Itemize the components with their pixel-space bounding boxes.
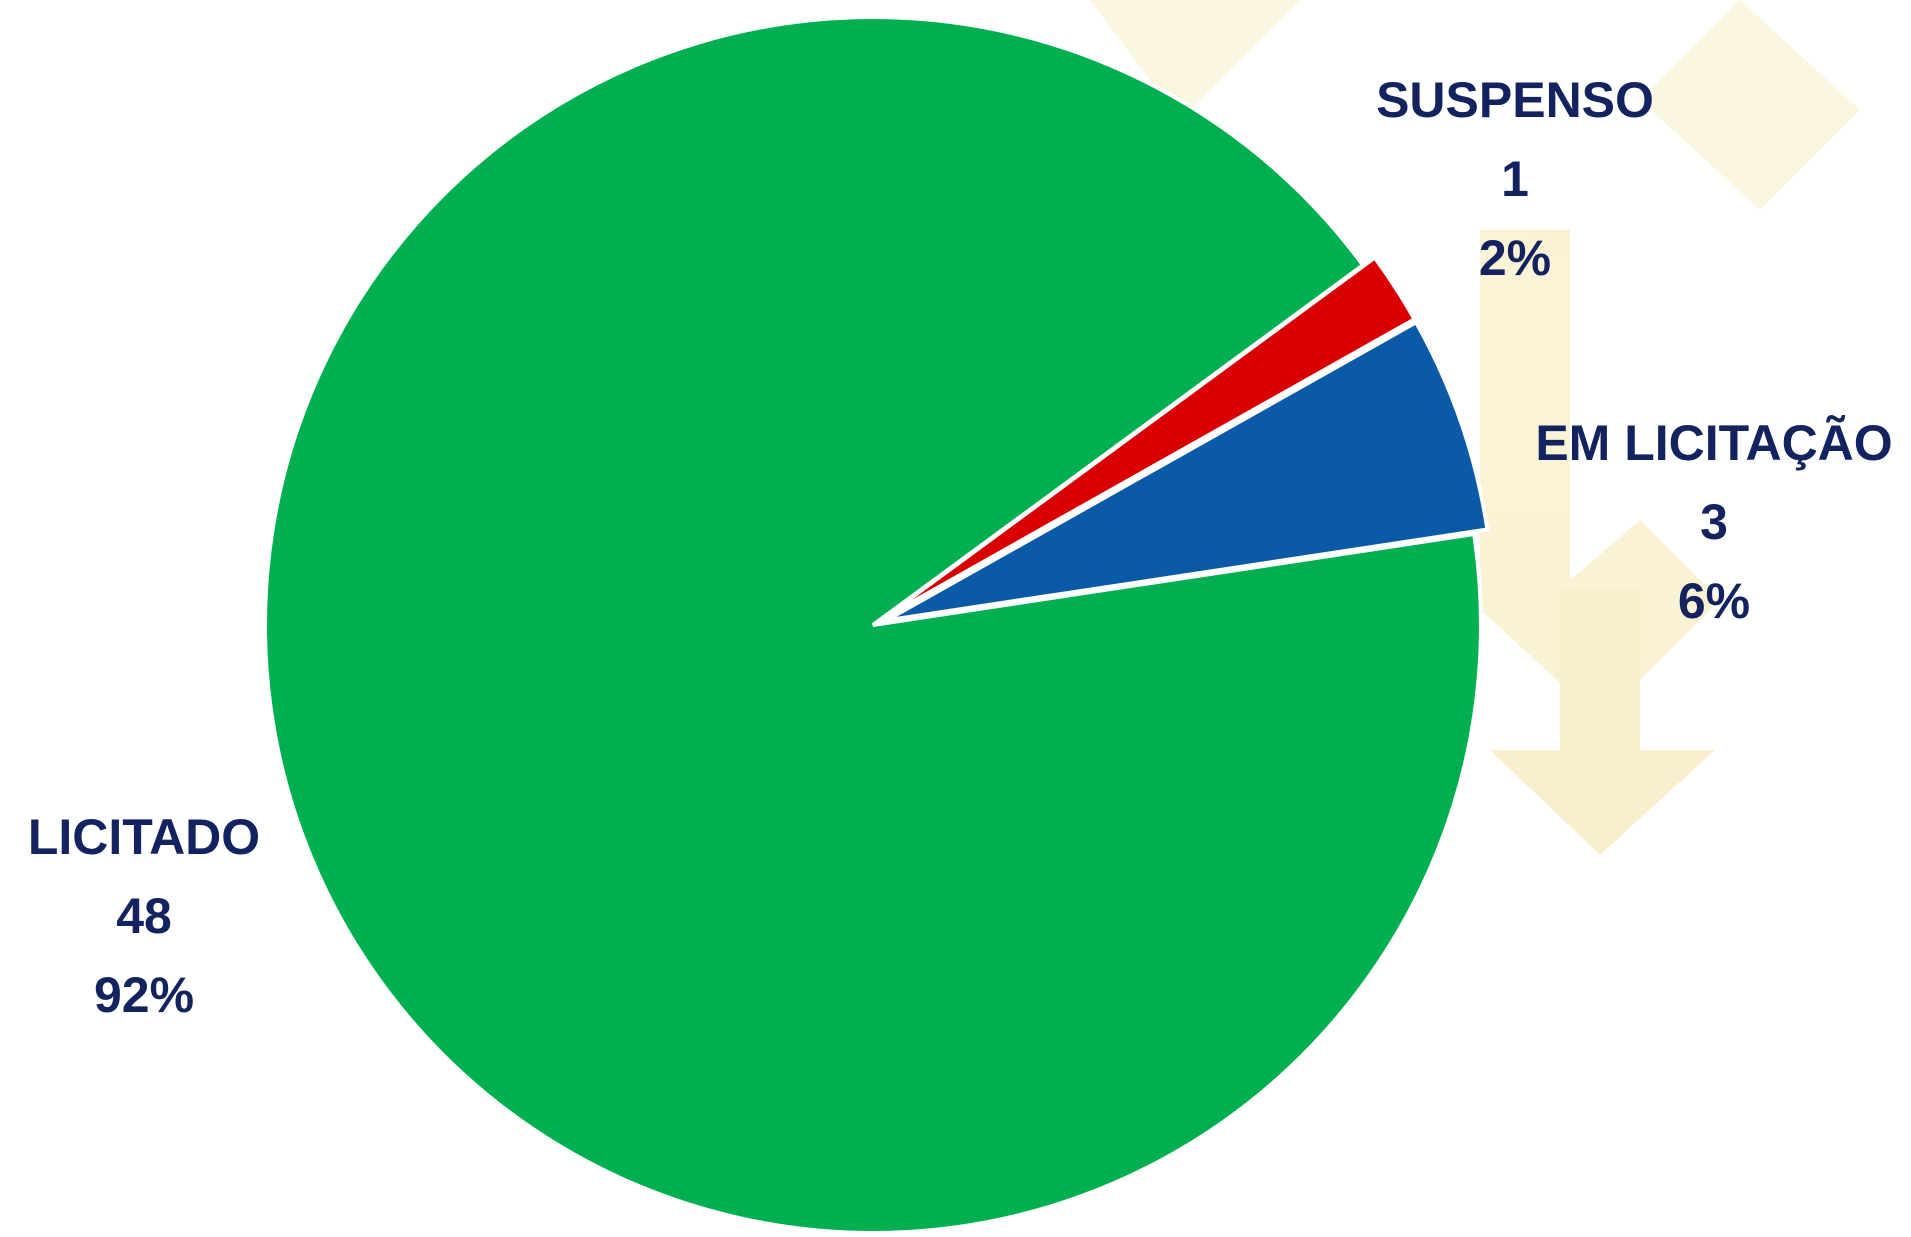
pie-slice [263,15,1483,1235]
bg-arrow [1640,0,1860,210]
bg-arrow [1490,590,1715,855]
slice-label-name: LICITADO [28,809,260,865]
pie-slice [883,254,1418,620]
bg-arrow [1090,0,1300,120]
slice-label-value: 48 [116,888,172,944]
background-arrows [1090,0,1860,855]
bg-arrow [1470,230,1720,720]
slice-label-value: 3 [1700,494,1728,550]
pie [263,15,1490,1235]
slice-label-value: 1 [1501,151,1529,207]
slice-label-percent: 6% [1678,573,1750,629]
slice-label-name: EM LICITAÇÃO [1535,415,1892,471]
slice-label-percent: 2% [1479,230,1551,286]
slice-label-percent: 92% [94,967,194,1023]
pie-slice [885,319,1490,623]
labels: LICITADO 48 92% SUSPENSO 1 2% EM LICITAÇÃO 3 6% [28,72,1893,1023]
slice-label-name: SUSPENSO [1376,72,1654,128]
